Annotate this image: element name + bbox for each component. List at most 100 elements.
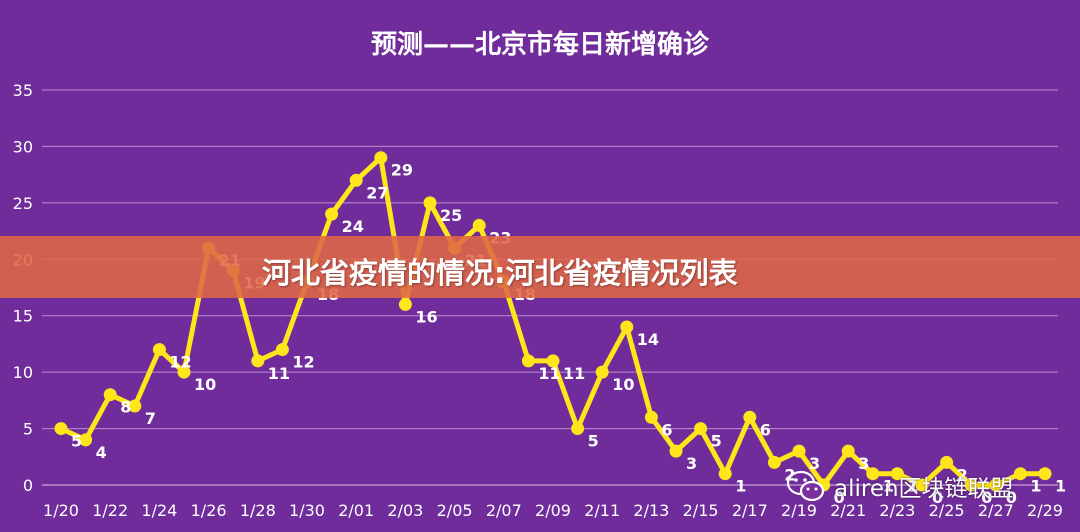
x-axis: 1/20 1/22 1/24 1/26 1/28 1/30 2/01 2/03 2/05 2/07… — [43, 501, 1063, 520]
y-tick-label: 5 — [23, 420, 33, 439]
data-label: 2 — [957, 465, 968, 484]
data-point — [989, 478, 1003, 492]
data-point — [1038, 467, 1052, 481]
data-label: 2 — [784, 465, 795, 484]
data-label: 3 — [858, 454, 869, 473]
x-tick-label: 2/13 — [633, 501, 669, 520]
data-point — [54, 422, 68, 436]
data-point — [669, 444, 683, 458]
data-point — [423, 196, 437, 210]
data-label: 1 — [1030, 477, 1041, 496]
data-label: 24 — [342, 217, 364, 236]
x-tick-label: 2/05 — [437, 501, 473, 520]
data-label: 3 — [686, 454, 697, 473]
data-point — [890, 467, 904, 481]
data-point — [1013, 467, 1027, 481]
data-label: 5 — [588, 432, 599, 451]
data-point — [841, 444, 855, 458]
data-label: 10 — [612, 375, 634, 394]
data-point — [743, 410, 757, 424]
data-point — [349, 173, 363, 187]
data-label: 29 — [391, 161, 413, 180]
y-tick-label: 30 — [13, 137, 33, 156]
data-label: 11 — [268, 364, 290, 383]
x-tick-label: 1/24 — [141, 501, 177, 520]
watermark-text: aliren区块链联盟 — [834, 476, 1014, 502]
data-point — [79, 433, 93, 447]
y-tick-label: 35 — [13, 81, 33, 100]
x-tick-label: 1/26 — [191, 501, 227, 520]
data-point — [275, 343, 289, 357]
x-tick-label: 2/19 — [781, 501, 817, 520]
data-label: 10 — [194, 375, 216, 394]
data-label: 1 — [883, 477, 894, 496]
data-label: 11 — [538, 364, 560, 383]
x-tick-label: 2/21 — [830, 501, 866, 520]
data-label: 6 — [760, 420, 771, 439]
data-label: 25 — [440, 206, 462, 225]
data-point — [177, 365, 191, 379]
overlay-banner-text: 河北省疫情的情况:河北省疫情况列表 — [262, 256, 738, 290]
data-label: 0 — [1006, 488, 1017, 507]
data-point — [620, 320, 634, 334]
data-label: 12 — [169, 353, 191, 372]
x-tick-label: 2/07 — [486, 501, 522, 520]
data-point — [103, 388, 117, 402]
x-tick-label: 1/22 — [92, 501, 128, 520]
data-label: 3 — [809, 454, 820, 473]
data-point — [128, 399, 142, 413]
data-label: 0 — [834, 488, 845, 507]
data-label: 27 — [366, 183, 388, 202]
x-tick-label: 2/23 — [879, 501, 915, 520]
data-point — [694, 422, 708, 436]
data-point — [940, 455, 954, 469]
data-point — [472, 218, 486, 232]
y-tick-label: 25 — [13, 194, 33, 213]
data-label: 5 — [711, 432, 722, 451]
data-label: 12 — [292, 353, 314, 372]
x-tick-label: 1/28 — [240, 501, 276, 520]
data-label: 0 — [981, 488, 992, 507]
x-tick-label: 1/20 — [43, 501, 79, 520]
data-point — [546, 354, 560, 368]
data-point — [374, 151, 388, 165]
data-label: 16 — [415, 307, 437, 326]
data-label: 11 — [563, 364, 585, 383]
data-label: 4 — [96, 443, 107, 462]
data-label: 1 — [907, 477, 918, 496]
y-tick-label: 10 — [13, 363, 33, 382]
data-point — [571, 422, 585, 436]
data-point — [398, 297, 412, 311]
overlay-banner — [0, 236, 1080, 298]
data-point — [792, 444, 806, 458]
x-tick-label: 1/30 — [289, 501, 325, 520]
data-label: 0 — [932, 488, 943, 507]
data-point — [915, 478, 929, 492]
x-tick-label: 2/25 — [929, 501, 965, 520]
data-point — [644, 410, 658, 424]
data-label: 1 — [1055, 477, 1066, 496]
data-label: 7 — [145, 409, 156, 428]
watermark: aliren区块链联盟 — [786, 466, 1014, 506]
x-tick-label: 2/17 — [732, 501, 768, 520]
data-point — [964, 478, 978, 492]
x-tick-label: 2/15 — [683, 501, 719, 520]
data-label: 8 — [120, 398, 131, 417]
data-point — [767, 455, 781, 469]
data-label: 1 — [735, 477, 746, 496]
data-point — [152, 343, 166, 357]
data-label: 14 — [637, 330, 659, 349]
data-point — [521, 354, 535, 368]
x-tick-label: 2/09 — [535, 501, 571, 520]
data-point — [325, 207, 339, 221]
x-tick-label: 2/03 — [387, 501, 423, 520]
wechat-icon — [786, 470, 825, 502]
y-tick-label: 15 — [13, 307, 33, 326]
chart-title: 预测——北京市每日新增确诊 — [371, 29, 710, 60]
data-point — [251, 354, 265, 368]
data-point — [595, 365, 609, 379]
data-point — [866, 467, 880, 481]
data-label: 6 — [661, 420, 672, 439]
data-point — [718, 467, 732, 481]
x-tick-label: 2/27 — [978, 501, 1014, 520]
